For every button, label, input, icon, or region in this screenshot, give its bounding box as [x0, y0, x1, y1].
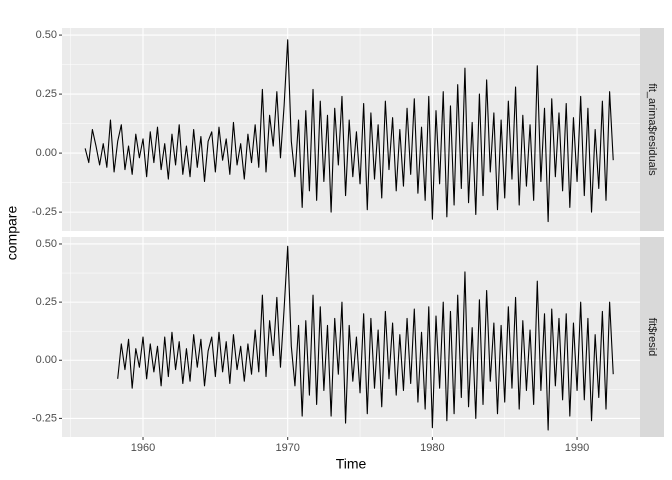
y-tick-label: 0.00: [36, 147, 57, 159]
strip-label: fit_arima$residuals: [646, 83, 658, 176]
y-tick-label: 0.25: [36, 88, 57, 100]
y-tick-label: 0.25: [36, 296, 57, 308]
x-tick-label: 1960: [131, 442, 155, 454]
x-tick-label: 1990: [565, 442, 589, 454]
x-axis-title: Time: [336, 456, 367, 472]
strip: [640, 237, 664, 437]
x-tick-label: 1980: [420, 442, 444, 454]
y-tick-label: 0.50: [36, 29, 57, 41]
strip: [640, 28, 664, 231]
y-axis-title: compare: [4, 206, 20, 261]
y-tick-label: -0.25: [32, 412, 57, 424]
y-tick-label: 0.50: [36, 238, 57, 250]
y-tick-label: 0.00: [36, 354, 57, 366]
y-tick-label: -0.25: [32, 206, 57, 218]
series-line: [84, 39, 614, 223]
series-line: [117, 245, 614, 431]
strip-label: fit$resid: [646, 318, 658, 357]
x-tick-label: 1970: [275, 442, 299, 454]
